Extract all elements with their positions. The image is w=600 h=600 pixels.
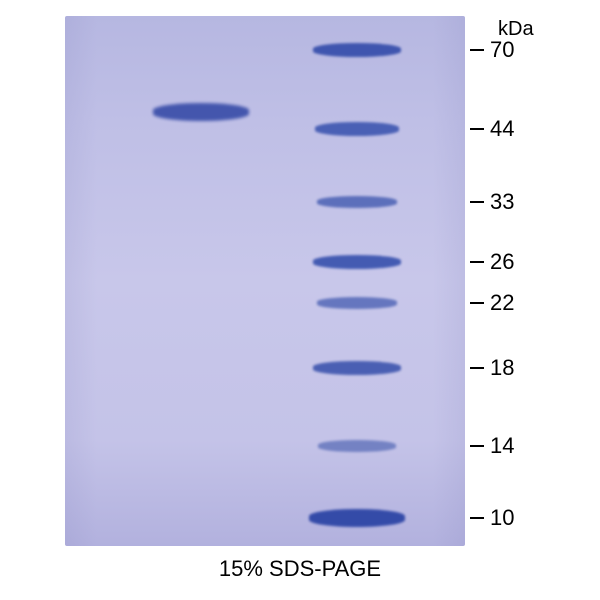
gel-background: [65, 16, 465, 546]
tick-label-10: 10: [490, 505, 514, 531]
tick-26: [470, 261, 484, 263]
ladder-band-14: [318, 440, 395, 452]
sample-band: [153, 103, 249, 121]
tick-33: [470, 201, 484, 203]
ladder-band-10: [309, 509, 406, 527]
tick-label-18: 18: [490, 355, 514, 381]
tick-label-22: 22: [490, 290, 514, 316]
tick-label-70: 70: [490, 37, 514, 63]
tick-label-26: 26: [490, 249, 514, 275]
tick-label-44: 44: [490, 116, 514, 142]
tick-10: [470, 517, 484, 519]
ladder-band-18: [313, 361, 401, 375]
ladder-band-70: [313, 43, 401, 57]
gel-caption: 15% SDS-PAGE: [0, 556, 600, 582]
tick-22: [470, 302, 484, 304]
tick-label-33: 33: [490, 189, 514, 215]
ladder-band-26: [313, 255, 401, 269]
tick-44: [470, 128, 484, 130]
tick-14: [470, 445, 484, 447]
ladder-band-33: [317, 196, 396, 208]
ladder-band-44: [315, 122, 399, 136]
tick-18: [470, 367, 484, 369]
gel-image: [65, 16, 465, 546]
tick-label-14: 14: [490, 433, 514, 459]
tick-70: [470, 49, 484, 51]
ladder-band-22: [317, 297, 398, 309]
